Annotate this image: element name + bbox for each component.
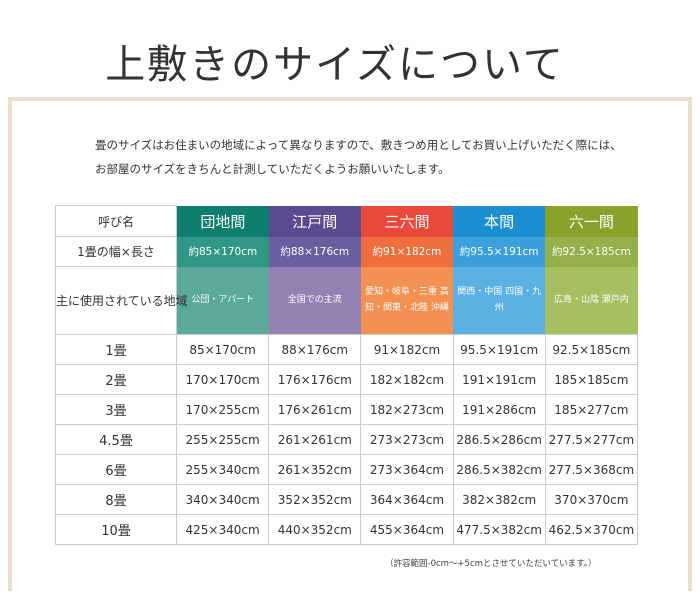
size-cell: 176×261cm [268, 394, 362, 425]
size-cell: 286.5×286cm [452, 424, 546, 455]
size-cell: 255×255cm [175, 424, 270, 455]
column-header: 三六間 [360, 205, 454, 237]
size-cell: 95.5×191cm [452, 334, 546, 365]
table-row: 6畳 255×340cm 261×352cm 273×364cm 286.5×382cm… [55, 454, 639, 485]
size-cell: 455×364cm [360, 514, 454, 545]
row-label: 8畳 [55, 484, 177, 515]
column-header: 六一間 [545, 205, 638, 237]
table-row: 1畳 85×170cm 88×176cm 91×182cm 95.5×191cm 92.5… [55, 334, 639, 365]
content-frame [8, 97, 692, 591]
size-cell: 340×340cm [175, 484, 270, 515]
size-cell: 88×176cm [268, 334, 362, 365]
column-region: 関西・中国 四国・九州 [453, 266, 546, 335]
row-label: 4.5畳 [55, 424, 177, 455]
column-width: 約92.5×185cm [545, 236, 638, 267]
column-region: 公団・アパート [176, 266, 269, 335]
size-cell: 92.5×185cm [544, 334, 639, 365]
size-cell: 170×255cm [175, 394, 270, 425]
header-label: 呼び名 [55, 205, 177, 237]
width-row: 1畳の幅×長さ 約85×170cm 約88×176cm 約91×182cm 約95.5×… [55, 236, 638, 267]
size-cell: 170×170cm [175, 364, 270, 395]
region-row: 主に使用されている地域 公団・アパート 全国での主流 愛知・岐阜・三重 高知・関東・北… [55, 266, 638, 335]
column-region: 広島・山陰 瀬戸内 [545, 266, 638, 335]
header-row: 呼び名 団地間 江戸間 三六間 本間 六一間 [55, 205, 638, 237]
size-cell: 277.5×277cm [544, 424, 639, 455]
size-cell: 273×273cm [360, 424, 454, 455]
size-cell: 370×370cm [544, 484, 639, 515]
size-cell: 191×191cm [452, 364, 546, 395]
size-cell: 425×340cm [175, 514, 270, 545]
size-cell: 277.5×368cm [544, 454, 639, 485]
table-row: 2畳 170×170cm 176×176cm 182×182cm 191×191cm 18… [55, 364, 639, 395]
column-header: 江戸間 [268, 205, 361, 237]
intro-line: お部屋のサイズをきちんと計測していただくようお願いいたします。 [95, 162, 450, 176]
column-width: 約85×170cm [176, 236, 269, 267]
column-region: 愛知・岐阜・三重 高知・関東・北陸 沖縄 [360, 266, 454, 335]
size-cell: 255×340cm [175, 454, 270, 485]
column-width: 約91×182cm [360, 236, 454, 267]
size-cell: 91×182cm [360, 334, 454, 365]
size-cell: 273×364cm [360, 454, 454, 485]
size-cell: 440×352cm [268, 514, 362, 545]
table-row: 8畳 340×340cm 352×352cm 364×364cm 382×382cm 37… [55, 484, 639, 515]
width-label: 1畳の幅×長さ [55, 236, 177, 267]
size-cell: 477.5×382cm [452, 514, 546, 545]
tolerance-note: （許容範囲-0cm～+5cmとさせていただいています。） [385, 559, 597, 569]
size-cell: 85×170cm [175, 334, 270, 365]
size-cell: 364×364cm [360, 484, 454, 515]
intro-text: 畳のサイズはお住まいの地域によって異なりますので、敷きつめ用としてお買い上げいた… [95, 133, 622, 181]
size-cell: 261×352cm [268, 454, 362, 485]
row-label: 10畳 [55, 514, 177, 545]
column-header: 本間 [453, 205, 546, 237]
row-label: 1畳 [55, 334, 177, 365]
row-label: 3畳 [55, 394, 177, 425]
size-cell: 286.5×382cm [452, 454, 546, 485]
region-label: 主に使用されている地域 [55, 266, 188, 335]
size-cell: 182×182cm [360, 364, 454, 395]
table-row: 4.5畳 255×255cm 261×261cm 273×273cm 286.5×286… [55, 424, 639, 455]
column-header: 団地間 [176, 205, 269, 237]
size-table: 呼び名 団地間 江戸間 三六間 本間 六一間 1畳の幅×長さ 約85×170cm 約88×176… [55, 205, 639, 545]
size-cell: 191×286cm [452, 394, 546, 425]
column-region: 全国での主流 [268, 266, 361, 335]
size-cell: 176×176cm [268, 364, 362, 395]
row-label: 6畳 [55, 454, 177, 485]
table-row: 10畳 425×340cm 440×352cm 455×364cm 477.5×382c… [55, 514, 639, 545]
size-cell: 182×273cm [360, 394, 454, 425]
size-cell: 382×382cm [452, 484, 546, 515]
row-label: 2畳 [55, 364, 177, 395]
size-cell: 462.5×370cm [544, 514, 639, 545]
table-row: 3畳 170×255cm 176×261cm 182×273cm 191×286cm 18… [55, 394, 639, 425]
size-cell: 261×261cm [268, 424, 362, 455]
size-cell: 352×352cm [268, 484, 362, 515]
column-width: 約95.5×191cm [453, 236, 546, 267]
size-cell: 185×185cm [544, 364, 639, 395]
column-width: 約88×176cm [268, 236, 361, 267]
size-cell: 185×277cm [544, 394, 639, 425]
intro-line: 畳のサイズはお住まいの地域によって異なりますので、敷きつめ用としてお買い上げいた… [95, 138, 622, 152]
page-title: 上敷きのサイズについて [105, 42, 565, 88]
